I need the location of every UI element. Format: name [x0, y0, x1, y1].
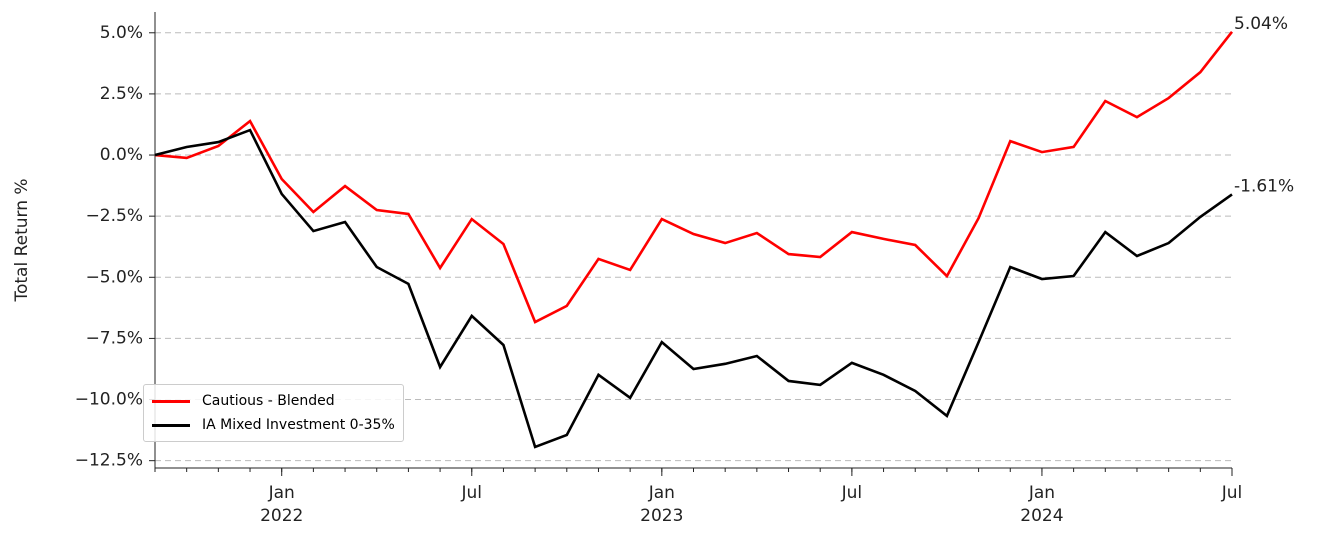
x-tick-label: Jul: [1221, 483, 1243, 503]
y-tick-label: −10.0%: [75, 390, 143, 410]
x-tick-label: Jul: [841, 483, 863, 503]
legend-item: Cautious - Blended: [152, 389, 395, 413]
legend-swatch: [152, 399, 190, 403]
y-tick-label: 0.0%: [100, 145, 143, 165]
y-tick-label: 2.5%: [100, 84, 143, 104]
x-tick-label: Jan 2024: [1020, 483, 1064, 526]
value-label: 5.04%: [1234, 14, 1288, 34]
x-tick-label: Jul: [461, 483, 483, 503]
x-tick-label: Jan 2022: [260, 483, 304, 526]
series-line: [154, 31, 1234, 324]
legend-label: Cautious - Blended: [202, 393, 335, 409]
y-tick-label: −5.0%: [86, 267, 143, 287]
y-tick-label: −7.5%: [86, 328, 143, 348]
y-axis-label: Total Return %: [12, 178, 32, 302]
legend-item: IA Mixed Investment 0-35%: [152, 413, 395, 437]
value-label: -1.61%: [1234, 176, 1294, 196]
y-tick-label: −12.5%: [75, 451, 143, 471]
legend: Cautious - Blended IA Mixed Investment 0-…: [143, 384, 404, 442]
y-tick-label: 5.0%: [100, 23, 143, 43]
x-tick-label: Jan 2023: [640, 483, 684, 526]
series-line: [154, 128, 1233, 449]
legend-swatch: [152, 423, 190, 427]
y-tick-label: −2.5%: [86, 206, 143, 226]
legend-label: IA Mixed Investment 0-35%: [202, 417, 395, 433]
